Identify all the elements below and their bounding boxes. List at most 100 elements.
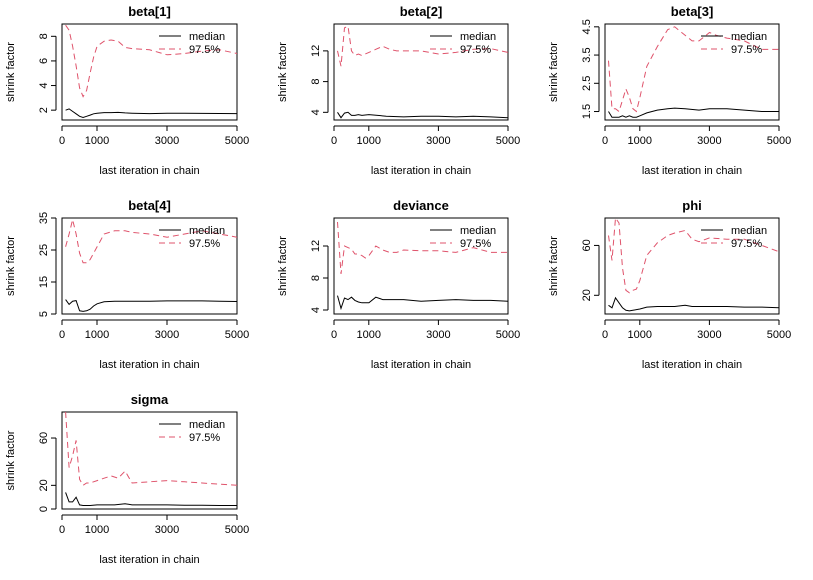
x-tick-label: 3000: [697, 135, 721, 147]
panel: beta[2] 0 1000 3000 5000 4 8 12 last iteration i…: [277, 4, 520, 177]
legend-q975-label: 97.5%: [731, 44, 762, 56]
x-axis-label: last iteration in chain: [99, 554, 199, 566]
legend-median-label: median: [731, 225, 767, 237]
x-axis-label: last iteration in chain: [642, 165, 742, 177]
plot-frame: [61, 411, 238, 510]
x-tick-label: 0: [59, 135, 65, 147]
median-series-line: [608, 107, 779, 118]
x-tick-label: 5000: [225, 329, 249, 341]
q975-series-line: [65, 24, 237, 98]
median-series-line: [65, 108, 237, 119]
y-axis-label: shrink factor: [5, 236, 17, 296]
y-tick-label: 2: [38, 107, 50, 113]
y-tick-label: 6: [38, 58, 50, 64]
x-tick-label: 0: [602, 135, 608, 147]
x-tick-label: 3000: [155, 329, 179, 341]
x-tick-label: 3000: [426, 135, 450, 147]
x-tick-label: 3000: [426, 329, 450, 341]
panel: phi 0 1000 3000 5000 20 60 last iteration in ch…: [548, 198, 791, 371]
y-tick-label: 60: [38, 432, 50, 444]
y-tick-label: 8: [310, 79, 322, 85]
legend-median-label: median: [189, 419, 225, 431]
y-tick-label: 20: [581, 289, 593, 301]
q975-series-line: [65, 219, 237, 264]
y-tick-label: 4: [310, 109, 322, 115]
median-series-line: [65, 299, 237, 312]
x-tick-label: 1000: [85, 524, 109, 536]
y-tick-label: 8: [38, 33, 50, 39]
x-tick-label: 5000: [767, 135, 791, 147]
y-tick-label: 0: [38, 506, 50, 512]
x-tick-label: 5000: [225, 524, 249, 536]
x-axis-label: last iteration in chain: [371, 359, 471, 371]
y-tick-label: 20: [38, 479, 50, 491]
y-tick-label: 8: [310, 275, 322, 281]
plot-frame: [604, 23, 780, 121]
median-series-line: [337, 295, 508, 311]
y-tick-label: 5: [38, 311, 50, 317]
y-tick-label: 35: [38, 212, 50, 224]
y-tick-label: 4: [38, 82, 50, 88]
panel-title: sigma: [131, 392, 169, 407]
plot-frame: [61, 217, 238, 315]
q975-series-line: [65, 412, 237, 487]
panel: deviance 0 1000 3000 5000 4 8 12 last iteration …: [277, 198, 520, 371]
q975-series-line: [337, 221, 508, 275]
median-series-line: [65, 492, 237, 506]
plot-frame: [61, 23, 238, 121]
x-tick-label: 1000: [628, 329, 652, 341]
x-tick-label: 1000: [357, 135, 381, 147]
x-tick-label: 0: [331, 329, 337, 341]
legend-median-label: median: [189, 31, 225, 43]
q975-series-line: [337, 25, 508, 67]
y-axis-label: shrink factor: [277, 42, 289, 102]
panel-title: beta[3]: [671, 4, 714, 19]
y-tick-label: 4.5: [581, 19, 593, 34]
y-tick-label: 2.5: [581, 76, 593, 91]
legend-median-label: median: [189, 225, 225, 237]
y-tick-label: 12: [310, 240, 322, 252]
x-tick-label: 0: [602, 329, 608, 341]
x-axis-label: last iteration in chain: [642, 359, 742, 371]
y-tick-label: 3.5: [581, 47, 593, 62]
panel: beta[4] 0 1000 3000 5000 5 15 25 35 last iteratio…: [5, 198, 249, 371]
legend-q975-label: 97.5%: [460, 44, 491, 56]
y-axis-label: shrink factor: [548, 236, 560, 296]
y-axis-label: shrink factor: [548, 42, 560, 102]
x-tick-label: 5000: [496, 329, 520, 341]
legend-median-label: median: [731, 31, 767, 43]
x-tick-label: 1000: [85, 329, 109, 341]
median-series-line: [337, 111, 508, 119]
x-axis-label: last iteration in chain: [99, 165, 199, 177]
legend-q975-label: 97.5%: [460, 238, 491, 250]
x-tick-label: 0: [59, 329, 65, 341]
x-tick-label: 5000: [225, 135, 249, 147]
x-tick-label: 3000: [697, 329, 721, 341]
y-tick-label: 15: [38, 276, 50, 288]
panel-title: beta[2]: [400, 4, 443, 19]
panel-title: beta[4]: [128, 198, 171, 213]
x-tick-label: 0: [59, 524, 65, 536]
legend-q975-label: 97.5%: [189, 44, 220, 56]
panel-title: beta[1]: [128, 4, 171, 19]
x-tick-label: 0: [331, 135, 337, 147]
panel: beta[1] 0 1000 3000 5000 2 4 6 8 last iteration i…: [5, 4, 249, 177]
y-tick-label: 12: [310, 45, 322, 57]
plot-frame: [333, 23, 509, 121]
y-axis-label: shrink factor: [5, 430, 17, 490]
legend-median-label: median: [460, 31, 496, 43]
legend-q975-label: 97.5%: [189, 432, 220, 444]
plot-frame: [333, 217, 509, 315]
legend-q975-label: 97.5%: [731, 238, 762, 250]
x-tick-label: 1000: [628, 135, 652, 147]
y-tick-label: 4: [310, 307, 322, 313]
x-tick-label: 5000: [496, 135, 520, 147]
panel-title: phi: [682, 198, 702, 213]
panel: beta[3] 0 1000 3000 5000 1.5 2.5 3.5 4.5 last ite…: [548, 4, 791, 177]
legend-median-label: median: [460, 225, 496, 237]
x-axis-label: last iteration in chain: [371, 165, 471, 177]
y-tick-label: 25: [38, 244, 50, 256]
y-tick-label: 1.5: [581, 104, 593, 119]
x-tick-label: 1000: [357, 329, 381, 341]
